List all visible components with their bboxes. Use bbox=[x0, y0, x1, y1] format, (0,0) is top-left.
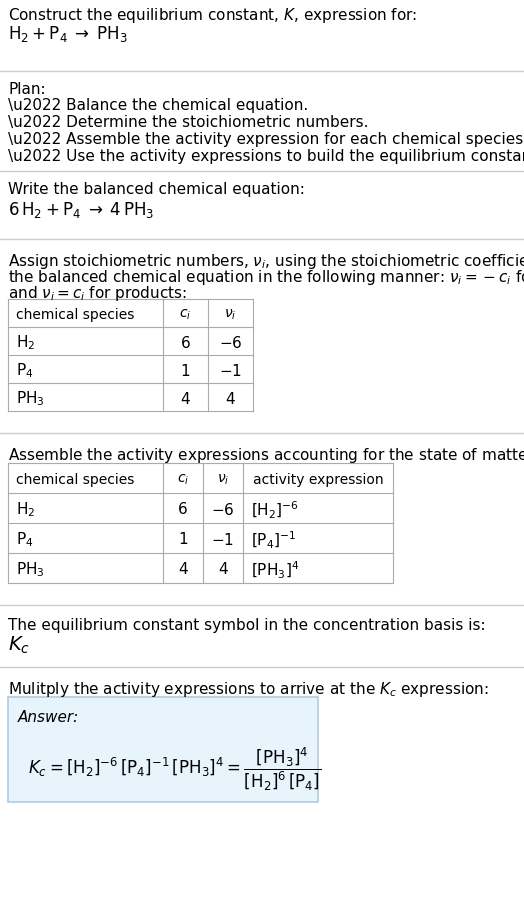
Text: Assign stoichiometric numbers, $\nu_i$, using the stoichiometric coefficients, $: Assign stoichiometric numbers, $\nu_i$, … bbox=[8, 252, 524, 271]
Text: $\mathrm{H_2}$: $\mathrm{H_2}$ bbox=[16, 333, 35, 352]
Text: 4: 4 bbox=[226, 391, 235, 406]
Text: \u2022 Balance the chemical equation.: \u2022 Balance the chemical equation. bbox=[8, 98, 308, 113]
Text: activity expression: activity expression bbox=[253, 473, 384, 486]
Text: 6: 6 bbox=[178, 502, 188, 517]
Text: Write the balanced chemical equation:: Write the balanced chemical equation: bbox=[8, 182, 305, 197]
Text: \u2022 Use the activity expressions to build the equilibrium constant expression: \u2022 Use the activity expressions to b… bbox=[8, 149, 524, 164]
FancyBboxPatch shape bbox=[8, 697, 318, 802]
Text: The equilibrium constant symbol in the concentration basis is:: The equilibrium constant symbol in the c… bbox=[8, 617, 486, 632]
Text: Answer:: Answer: bbox=[18, 709, 79, 724]
Text: Mulitply the activity expressions to arrive at the $K_c$ expression:: Mulitply the activity expressions to arr… bbox=[8, 679, 489, 698]
Text: $\mathrm{H_2} + \mathrm{P_4} \;\rightarrow\; \mathrm{PH_3}$: $\mathrm{H_2} + \mathrm{P_4} \;\rightarr… bbox=[8, 24, 128, 44]
Text: $\mathrm{PH_3}$: $\mathrm{PH_3}$ bbox=[16, 390, 45, 408]
Text: 1: 1 bbox=[181, 364, 190, 378]
Text: and $\nu_i = c_i$ for products:: and $\nu_i = c_i$ for products: bbox=[8, 284, 187, 303]
Text: $c_i$: $c_i$ bbox=[177, 473, 189, 487]
Text: $[\mathrm{H_2}]^{-6}$: $[\mathrm{H_2}]^{-6}$ bbox=[251, 499, 299, 520]
Text: $-6$: $-6$ bbox=[211, 502, 235, 518]
Text: $[\mathrm{P_4}]^{-1}$: $[\mathrm{P_4}]^{-1}$ bbox=[251, 529, 296, 550]
Text: $K_c$: $K_c$ bbox=[8, 634, 30, 656]
Text: Assemble the activity expressions accounting for the state of matter and $\nu_i$: Assemble the activity expressions accoun… bbox=[8, 446, 524, 465]
Text: $\nu_i$: $\nu_i$ bbox=[224, 308, 237, 322]
Text: $6\,\mathrm{H_2} + \mathrm{P_4} \;\rightarrow\; 4\,\mathrm{PH_3}$: $6\,\mathrm{H_2} + \mathrm{P_4} \;\right… bbox=[8, 199, 154, 220]
Text: $c_i$: $c_i$ bbox=[179, 308, 192, 322]
Text: $-1$: $-1$ bbox=[219, 363, 242, 379]
Text: 4: 4 bbox=[178, 562, 188, 577]
Text: 4: 4 bbox=[218, 562, 228, 577]
Text: $K_c = [\mathrm{H_2}]^{-6}\,[\mathrm{P_4}]^{-1}\,[\mathrm{PH_3}]^{4} = \dfrac{[\: $K_c = [\mathrm{H_2}]^{-6}\,[\mathrm{P_4… bbox=[28, 745, 321, 793]
Text: 1: 1 bbox=[178, 532, 188, 547]
Text: \u2022 Assemble the activity expression for each chemical species.: \u2022 Assemble the activity expression … bbox=[8, 132, 524, 147]
Text: $\nu_i$: $\nu_i$ bbox=[217, 473, 229, 487]
Text: $\mathrm{P_4}$: $\mathrm{P_4}$ bbox=[16, 530, 34, 548]
Text: chemical species: chemical species bbox=[16, 308, 134, 322]
Text: $-6$: $-6$ bbox=[219, 335, 242, 351]
Text: $\mathrm{H_2}$: $\mathrm{H_2}$ bbox=[16, 500, 35, 519]
Text: $\mathrm{P_4}$: $\mathrm{P_4}$ bbox=[16, 361, 34, 380]
Text: chemical species: chemical species bbox=[16, 473, 134, 486]
Text: Construct the equilibrium constant, $K$, expression for:: Construct the equilibrium constant, $K$,… bbox=[8, 6, 417, 25]
Text: Plan:: Plan: bbox=[8, 82, 46, 97]
Text: \u2022 Determine the stoichiometric numbers.: \u2022 Determine the stoichiometric numb… bbox=[8, 115, 368, 130]
Text: 6: 6 bbox=[181, 336, 190, 350]
Text: $\mathrm{PH_3}$: $\mathrm{PH_3}$ bbox=[16, 560, 45, 579]
Text: $-1$: $-1$ bbox=[212, 531, 235, 548]
Text: 4: 4 bbox=[181, 391, 190, 406]
Text: the balanced chemical equation in the following manner: $\nu_i = -c_i$ for react: the balanced chemical equation in the fo… bbox=[8, 268, 524, 287]
Text: $[\mathrm{PH_3}]^{4}$: $[\mathrm{PH_3}]^{4}$ bbox=[251, 559, 299, 580]
